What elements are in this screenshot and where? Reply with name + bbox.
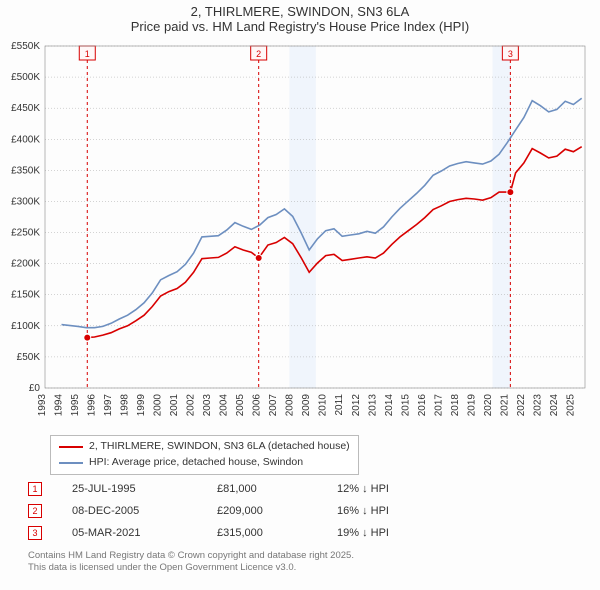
legend-item: HPI: Average price, detached house, Swin… [59,455,350,471]
x-tick-label: 2006 [252,394,263,417]
x-tick-label: 2021 [499,394,510,417]
x-tick-label: 2000 [153,394,164,417]
y-tick-label: £450K [11,103,40,114]
row-diff: 19% ↓ HPI [337,527,437,539]
x-tick-label: 1995 [70,394,81,417]
y-tick-label: £500K [11,72,40,83]
x-tick-label: 2020 [483,394,494,417]
row-marker: 1 [28,482,42,496]
y-tick-label: £200K [11,259,40,270]
row-date: 08-DEC-2005 [72,505,217,517]
x-tick-label: 2025 [565,394,576,417]
x-tick-label: 2011 [334,394,345,416]
legend-swatch [59,462,83,464]
x-tick-label: 1997 [103,394,114,417]
y-tick-label: £150K [11,290,40,301]
y-tick-label: £300K [11,196,40,207]
y-tick-label: £100K [11,321,40,332]
marker-point [255,255,262,262]
y-tick-label: £250K [11,228,40,239]
x-tick-label: 2009 [301,394,312,417]
x-tick-label: 1994 [54,394,65,417]
x-tick-label: 2017 [433,394,444,417]
row-price: £209,000 [217,505,337,517]
x-tick-label: 1996 [87,394,98,417]
x-tick-label: 2013 [367,394,378,417]
x-tick-label: 2003 [202,394,213,417]
marker-point [507,189,514,196]
row-date: 25-JUL-1995 [72,483,217,495]
marker-data-table: 1 25-JUL-1995£81,00012% ↓ HPI 2 08-DEC-2005… [28,478,437,544]
marker-number: 1 [85,49,90,59]
price-chart: £0 £50K £100K £150K £200K £250K £300K £350K £400… [5,38,595,428]
x-tick-label: 2004 [219,394,230,417]
marker-number: 3 [508,49,513,59]
x-tick-label: 2016 [417,394,428,417]
row-marker: 2 [28,504,42,518]
x-tick-label: 2023 [532,394,543,417]
y-tick-label: £350K [11,165,40,176]
title-line1: 2, THIRLMERE, SWINDON, SN3 6LA [0,4,600,19]
footer-line1: Contains HM Land Registry data © Crown c… [28,550,354,562]
marker-point [84,334,91,341]
x-tick-label: 2008 [285,394,296,417]
legend-label: HPI: Average price, detached house, Swin… [89,455,303,471]
y-tick-label: £550K [11,41,40,52]
x-tick-label: 2002 [186,394,197,417]
title-line2: Price paid vs. HM Land Registry's House … [0,19,600,34]
x-axis: 1993 1994 1995 1996 1997 1998 1999 2000 2001 2002… [37,394,576,417]
x-tick-label: 1999 [136,394,147,417]
footer-line2: This data is licensed under the Open Gov… [28,562,354,574]
row-diff: 16% ↓ HPI [337,505,437,517]
table-row: 2 08-DEC-2005£209,00016% ↓ HPI [28,500,437,522]
y-tick-label: £0 [29,383,41,394]
x-tick-label: 2014 [384,394,395,417]
x-tick-label: 2019 [466,394,477,417]
row-price: £81,000 [217,483,337,495]
legend: 2, THIRLMERE, SWINDON, SN3 6LA (detached… [50,435,359,475]
x-tick-label: 2001 [169,394,180,417]
x-tick-label: 1993 [37,394,48,417]
marker-number: 2 [256,49,261,59]
x-tick-label: 2007 [268,394,279,417]
y-tick-label: £50K [17,352,41,363]
attribution-footer: Contains HM Land Registry data © Crown c… [28,550,354,575]
row-date: 05-MAR-2021 [72,527,217,539]
x-tick-label: 2024 [549,394,560,417]
legend-swatch [59,446,83,448]
x-tick-label: 2022 [516,394,527,417]
row-diff: 12% ↓ HPI [337,483,437,495]
x-tick-label: 2015 [400,394,411,417]
chart-container: £0 £50K £100K £150K £200K £250K £300K £350K £400… [5,38,595,428]
recession-band [493,46,511,388]
table-row: 1 25-JUL-1995£81,00012% ↓ HPI [28,478,437,500]
y-tick-label: £400K [11,134,40,145]
row-marker: 3 [28,526,42,540]
legend-label: 2, THIRLMERE, SWINDON, SN3 6LA (detached… [89,439,350,455]
x-tick-label: 2018 [450,394,461,417]
x-tick-label: 2005 [235,394,246,417]
legend-item: 2, THIRLMERE, SWINDON, SN3 6LA (detached… [59,439,350,455]
x-tick-label: 1998 [120,394,131,417]
table-row: 3 05-MAR-2021£315,00019% ↓ HPI [28,522,437,544]
chart-title-block: 2, THIRLMERE, SWINDON, SN3 6LA Price pai… [0,0,600,36]
row-price: £315,000 [217,527,337,539]
x-tick-label: 2010 [318,394,329,417]
x-tick-label: 2012 [351,394,362,417]
